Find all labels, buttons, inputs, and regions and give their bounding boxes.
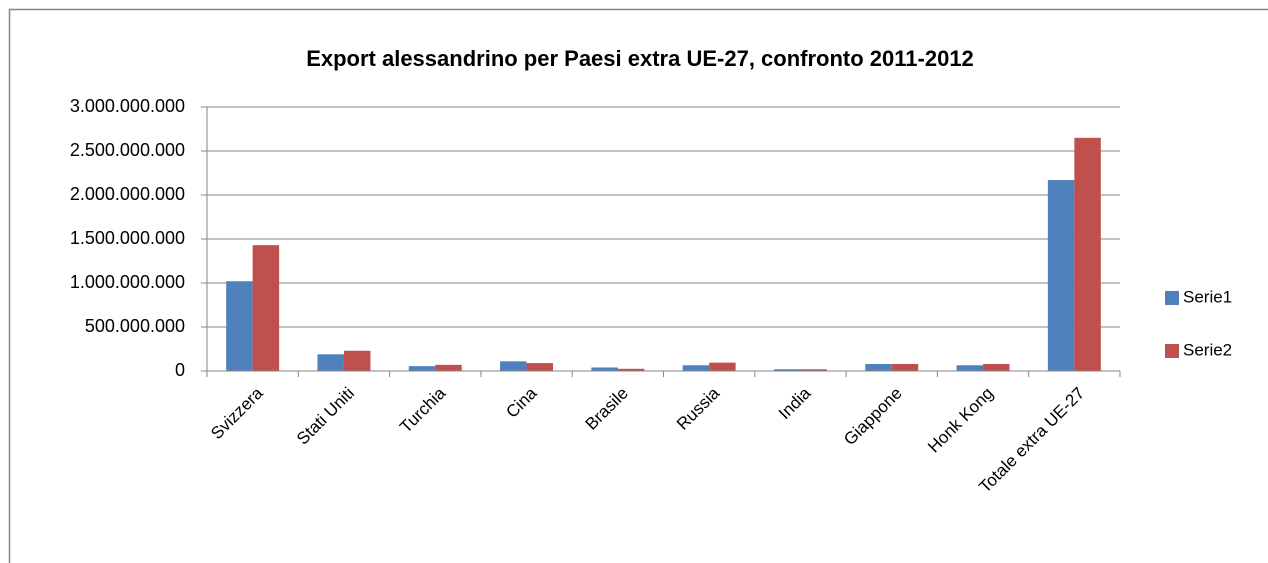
bar: [800, 369, 827, 371]
bar: [773, 369, 801, 371]
bar: [408, 366, 436, 371]
bar: [709, 362, 736, 371]
legend-swatch: [1165, 344, 1179, 358]
bar: [1074, 137, 1101, 371]
bar: [435, 364, 462, 371]
bar: [983, 363, 1010, 371]
y-tick-label: 1.500.000.000: [70, 228, 185, 248]
y-tick-label: 0: [175, 360, 185, 380]
bar: [865, 363, 892, 371]
bar: [252, 245, 280, 371]
legend-swatch: [1165, 291, 1179, 305]
bar: [617, 368, 645, 371]
y-tick-label: 1.000.000.000: [70, 272, 185, 292]
bar: [956, 365, 984, 371]
bar: [682, 365, 710, 371]
bar: [317, 354, 344, 371]
bar: [226, 281, 253, 371]
chart-title: Export alessandrino per Paesi extra UE-2…: [306, 46, 974, 71]
y-tick-label: 2.000.000.000: [70, 184, 185, 204]
legend-label: Serie2: [1183, 340, 1232, 359]
legend-label: Serie1: [1183, 287, 1232, 306]
y-tick-label: 2.500.000.000: [70, 140, 185, 160]
bar: [500, 361, 527, 371]
bar: [591, 367, 618, 371]
y-tick-label: 500.000.000: [85, 316, 185, 336]
bar: [526, 363, 554, 371]
y-tick-label: 3.000.000.000: [70, 96, 185, 116]
bar: [343, 350, 371, 371]
bar: [891, 363, 919, 371]
bar: [1047, 180, 1075, 371]
